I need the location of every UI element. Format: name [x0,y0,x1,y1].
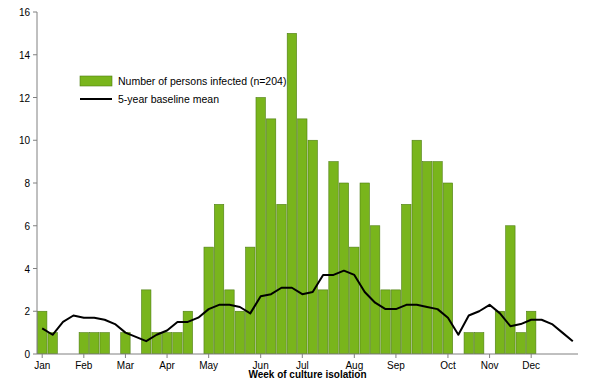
x-tick [302,354,303,358]
x-tick-label: Nov [481,360,499,371]
y-tick [33,12,37,13]
bar [266,119,275,354]
bar [183,311,192,354]
x-axis [37,354,578,355]
y-tick [33,54,37,55]
y-tick-label: 10 [19,135,31,146]
legend-label: Number of persons infected (n=204) [118,75,286,87]
bar [214,204,223,354]
bar [391,290,400,354]
bar [38,311,47,354]
y-tick-label: 14 [19,50,31,61]
y-tick [33,311,37,312]
bar [173,333,182,354]
y-tick-label: 12 [19,93,31,104]
bar [225,290,234,354]
bar [350,247,359,354]
legend-key [80,98,112,100]
bar [412,140,421,354]
x-tick [260,354,261,358]
bar [360,183,369,354]
bar [318,290,327,354]
bar [287,33,296,354]
plot-area [38,33,573,354]
y-tick-label: 2 [24,306,30,317]
y-tick-label: 16 [19,7,31,18]
baseline-line [42,271,573,342]
x-tick [447,354,448,358]
y-tick-label: 8 [24,178,30,189]
x-tick [208,354,209,358]
bar [256,98,265,355]
bar [422,162,431,354]
y-tick [33,225,37,226]
y-tick [33,140,37,141]
legend-key [80,76,112,86]
bar [474,333,483,354]
y-tick [33,354,37,355]
y-tick [33,97,37,98]
x-tick-label: Apr [159,360,175,371]
bar [381,290,390,354]
bar [516,333,525,354]
x-tick-label: Jan [34,360,50,371]
legend-label: 5-year baseline mean [118,93,219,105]
x-tick-label: Oct [440,360,456,371]
bar [235,311,244,354]
x-tick-label: Feb [75,360,93,371]
bar [48,333,57,354]
bar [79,333,88,354]
bar [526,311,535,354]
bar [121,333,130,354]
bar [162,333,171,354]
x-tick-label: Dec [522,360,540,371]
bar [298,119,307,354]
bar [443,183,452,354]
x-tick [83,354,84,358]
bar [277,204,286,354]
y-tick [33,268,37,269]
x-tick [489,354,490,358]
x-tick-label: Sep [387,360,405,371]
bar [464,333,473,354]
bar [308,140,317,354]
bar [100,333,109,354]
x-tick-label: May [199,360,218,371]
bar [402,204,411,354]
y-tick-label: 6 [24,221,30,232]
y-tick-label: 4 [24,264,30,275]
x-axis-label: Week of culture isolation [248,369,366,380]
x-tick-label: Mar [117,360,135,371]
x-tick [167,354,168,358]
x-tick [395,354,396,358]
bar [339,183,348,354]
bar [246,247,255,354]
x-tick [125,354,126,358]
y-tick-label: 0 [24,349,30,360]
bar [433,162,442,354]
chart: 0246810121416JanFebMarAprMayJunJulAugSep… [0,0,600,384]
x-tick [42,354,43,358]
bar [370,226,379,354]
x-tick [354,354,355,358]
bar [329,162,338,354]
bar [90,333,99,354]
x-tick [531,354,532,358]
bar [142,290,151,354]
bar [204,247,213,354]
legend: Number of persons infected (n=204) 5-year… [80,75,286,105]
y-tick [33,183,37,184]
bar [506,226,515,354]
